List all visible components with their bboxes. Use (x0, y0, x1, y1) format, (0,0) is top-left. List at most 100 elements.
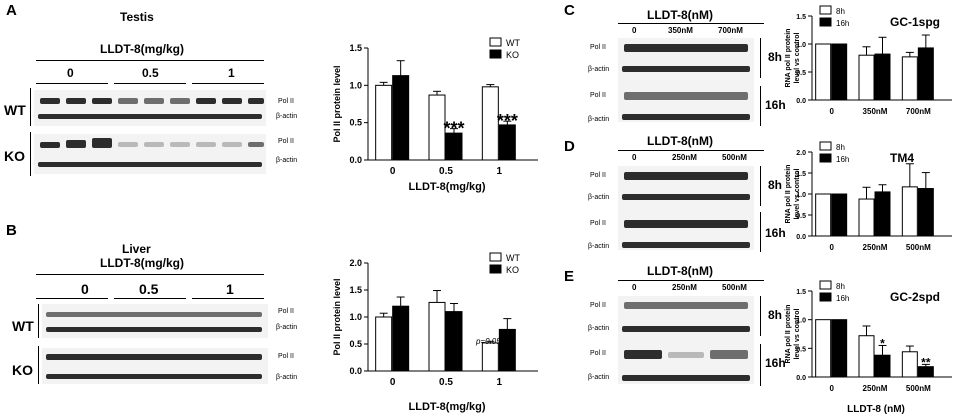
panel-letter-c: C (564, 2, 575, 19)
western-blot (618, 296, 754, 384)
x-axis-label: LLDT-8(mg/kg) (409, 181, 486, 193)
significance-label: ** (921, 355, 931, 369)
bar (858, 335, 875, 378)
dose-line (114, 83, 186, 84)
band-label: β-actin (276, 374, 298, 381)
bar (874, 354, 891, 378)
chart-c: 0.0 0.5 1.0 1.5 RNA pol II protein level vs c… (785, 5, 952, 116)
y-axis-label: RNA pol II protein (785, 305, 792, 364)
x-tick-label: 0 (829, 107, 834, 116)
chart-title: TM4 (890, 151, 914, 165)
bar (901, 351, 918, 378)
y-tick-label: 1.5 (349, 43, 362, 53)
y-axis-label: level vs control (794, 32, 801, 83)
x-tick-label: 0 (390, 377, 396, 388)
x-tick-label: 250nM (863, 243, 888, 252)
bar (901, 186, 918, 237)
group-label-wt: WT (4, 102, 26, 118)
dose-label: 500nM (722, 153, 747, 162)
band-label: Pol II (278, 138, 294, 145)
chart-b: 0.0 0.5 1.0 1.5 2.0 Pol II protein level 0 0.5 p… (332, 252, 538, 413)
western-blot (618, 38, 754, 122)
panel-b-treatment-label: LLDT-8(mg/kg) (100, 256, 184, 270)
y-axis-label: RNA pol II protein (785, 29, 792, 88)
y-tick-label: 0.5 (349, 339, 362, 349)
treatment-line (618, 150, 764, 151)
x-tick-label: 0.5 (439, 166, 453, 177)
bar (392, 305, 410, 372)
legend-swatch (819, 141, 832, 151)
legend-swatch (819, 153, 832, 163)
y-axis-label: Pol II protein level (332, 278, 342, 355)
y-tick-label: 0.5 (796, 213, 806, 220)
band-label: Pol II (590, 302, 606, 309)
dose-label: 1 (228, 66, 235, 80)
dose-line (114, 298, 186, 299)
band-label: β-actin (588, 325, 610, 332)
x-axis-label: LLDT-8(mg/kg) (409, 401, 486, 413)
x-tick-label: 0.5 (439, 377, 453, 388)
dose-label: 250nM (672, 283, 697, 292)
band-label: β-actin (588, 194, 610, 201)
bar (815, 319, 832, 378)
x-axis-label: LLDT-8 (nM) (847, 404, 905, 415)
chart-title: GC-2spd (890, 290, 940, 304)
x-tick-label: 0 (829, 384, 834, 393)
panel-e-treatment-label: LLDT-8(nM) (647, 264, 713, 278)
dose-line (36, 83, 108, 84)
y-tick-label: 0.0 (349, 366, 362, 376)
legend-label: 16h (836, 155, 849, 164)
bar (445, 311, 463, 372)
group-label-ko: KO (4, 148, 25, 164)
chart-d: 0.0 0.5 1.0 1.5 2.0 RNA pol II protein level v… (785, 141, 952, 252)
legend-swatch (819, 292, 832, 302)
band-label: Pol II (278, 308, 294, 315)
bar (874, 191, 891, 237)
x-tick-label: 1 (497, 377, 503, 388)
dose-label: 700nM (718, 26, 743, 35)
dose-label: 0.5 (142, 66, 159, 80)
group-bracket (30, 88, 31, 126)
band-label: Pol II (278, 98, 294, 105)
y-tick-label: 1.0 (349, 312, 362, 322)
legend-label: 16h (836, 294, 849, 303)
legend-label: 8h (836, 7, 845, 16)
significance-label: * (880, 336, 885, 350)
group-label-wt: WT (12, 318, 34, 334)
group-bracket (38, 346, 39, 384)
y-tick-label: 0.0 (349, 155, 362, 165)
y-tick-label: 0.5 (349, 118, 362, 128)
time-label: 8h (768, 308, 783, 322)
dose-label: 250nM (672, 153, 697, 162)
western-blot-ko (34, 134, 266, 174)
bar (815, 43, 832, 101)
band-label: Pol II (590, 350, 606, 357)
dose-label: 500nM (722, 283, 747, 292)
bar (815, 193, 832, 237)
y-axis-label: level vs control (794, 308, 801, 359)
y-tick-label: 0.5 (796, 70, 806, 77)
legend-label: 16h (836, 19, 849, 28)
panel-letter-b: B (6, 222, 17, 239)
panel-b-title: Liver (122, 242, 151, 256)
bar (375, 316, 393, 372)
dose-label: 0 (67, 66, 74, 80)
significance-label: *** (497, 111, 518, 131)
bar (917, 47, 934, 101)
bar (481, 342, 499, 372)
x-tick-label: 700nM (906, 107, 931, 116)
bar (392, 75, 410, 161)
x-tick-label: 500nM (906, 384, 931, 393)
y-tick-label: 2.0 (349, 258, 362, 268)
dose-label: 0 (632, 26, 637, 35)
band-label: β-actin (276, 324, 298, 331)
western-blot (618, 166, 754, 250)
dose-line (192, 83, 264, 84)
band-label: Pol II (590, 220, 606, 227)
treatment-line (618, 23, 764, 24)
bar (428, 301, 446, 372)
y-tick-label: 0.0 (796, 98, 806, 105)
y-tick-label: 1.5 (796, 171, 806, 178)
time-bracket (760, 166, 761, 206)
